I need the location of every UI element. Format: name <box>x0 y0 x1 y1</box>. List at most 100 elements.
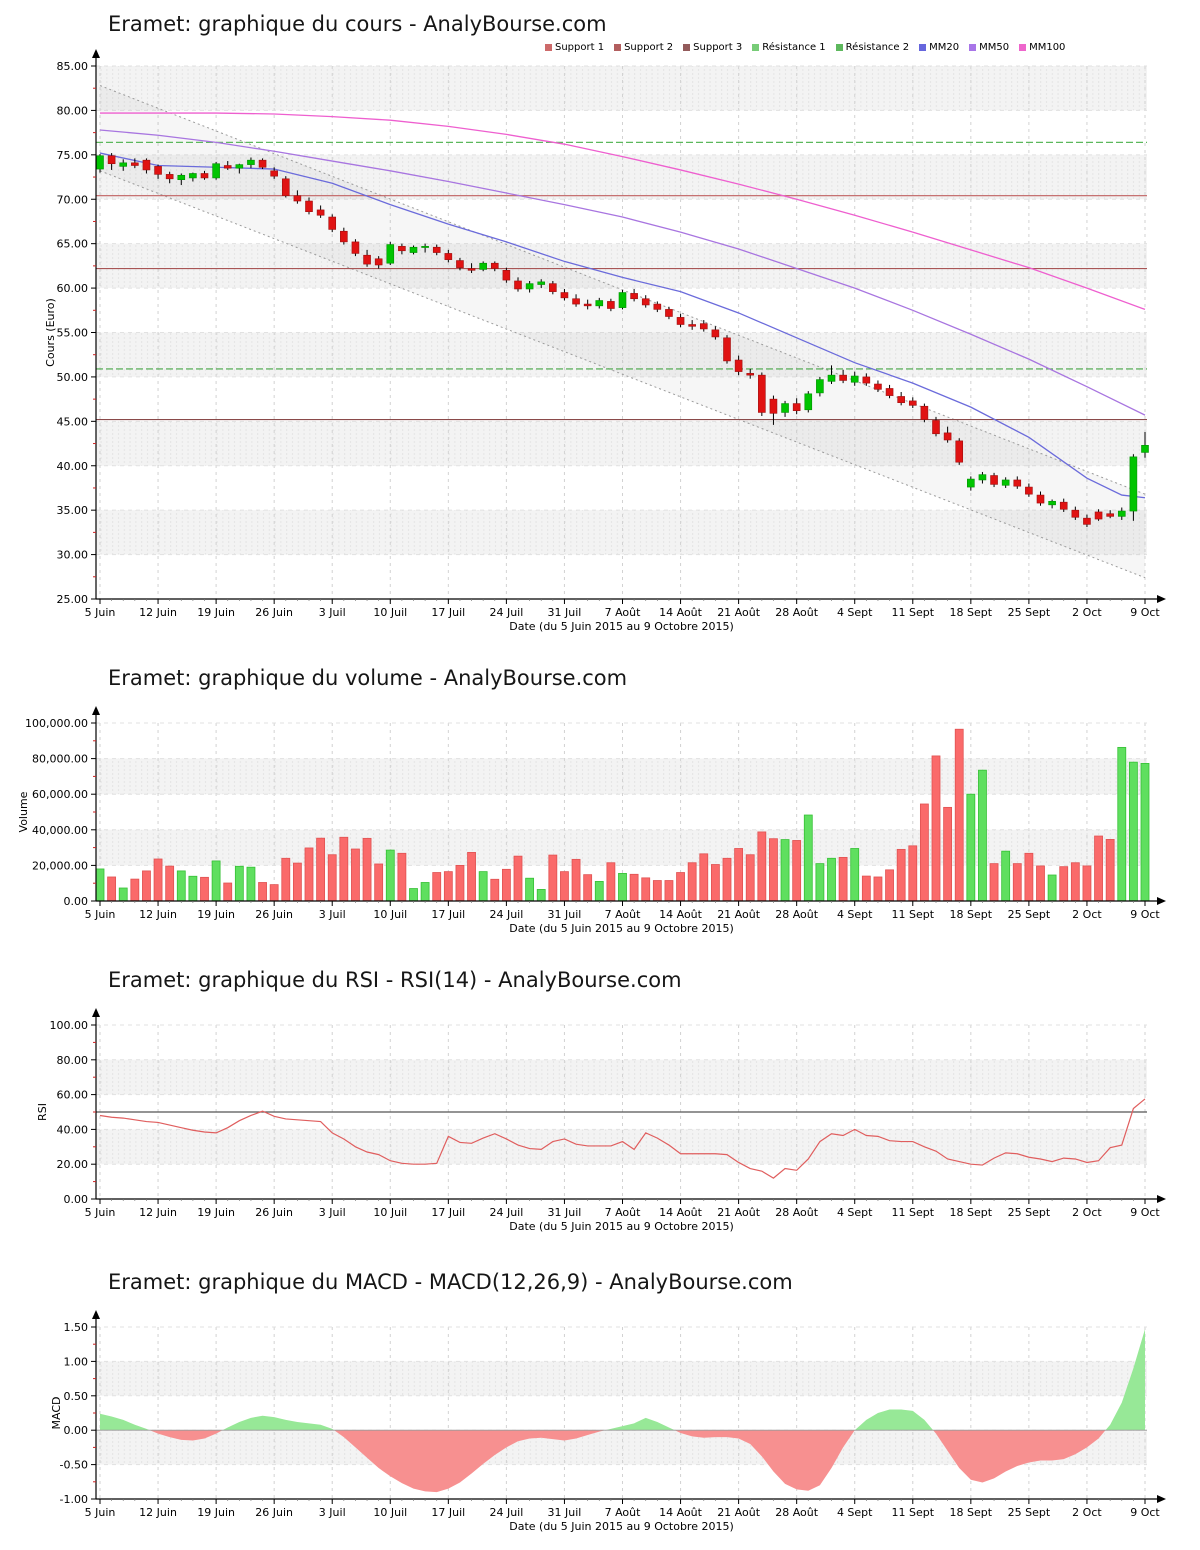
svg-text:9 Oct: 9 Oct <box>1130 908 1160 921</box>
svg-text:0.50: 0.50 <box>64 1390 89 1403</box>
y-axis-title: Volume <box>17 791 30 832</box>
svg-text:25 Sept: 25 Sept <box>1008 606 1051 619</box>
svg-text:3 Juil: 3 Juil <box>319 1206 346 1219</box>
svg-text:60.00: 60.00 <box>57 1089 89 1102</box>
svg-text:28 Août: 28 Août <box>775 908 819 921</box>
svg-text:28 Août: 28 Août <box>775 1206 819 1219</box>
legend-label: Résistance 1 <box>762 42 826 53</box>
svg-text:10 Juil: 10 Juil <box>373 1506 407 1519</box>
svg-text:45.00: 45.00 <box>57 415 89 428</box>
svg-text:17 Juil: 17 Juil <box>431 1206 465 1219</box>
svg-text:40.00: 40.00 <box>57 1123 89 1136</box>
svg-text:10 Juil: 10 Juil <box>373 1206 407 1219</box>
x-axis-title: Date (du 5 Juin 2015 au 9 Octobre 2015) <box>509 1520 734 1533</box>
svg-text:20.00: 20.00 <box>57 1158 89 1171</box>
svg-text:40.00: 40.00 <box>57 460 89 473</box>
grid-bands <box>96 1361 1147 1465</box>
volume-bars <box>95 728 1150 902</box>
svg-text:26 Juin: 26 Juin <box>255 606 293 619</box>
svg-text:80.00: 80.00 <box>57 104 89 117</box>
price-chart-legend: Support 1 Support 2 Support 3 Résistance… <box>545 41 1065 54</box>
y-axis-title: RSI <box>36 1103 49 1121</box>
rsi-line <box>99 1098 1146 1179</box>
svg-text:5 Juin: 5 Juin <box>85 1206 116 1219</box>
svg-text:60.00: 60.00 <box>57 282 89 295</box>
candles <box>96 153 1149 528</box>
svg-text:1.50: 1.50 <box>64 1321 89 1334</box>
svg-text:4 Sept: 4 Sept <box>837 606 873 619</box>
svg-text:21 Août: 21 Août <box>717 908 761 921</box>
svg-text:12 Juin: 12 Juin <box>139 606 177 619</box>
svg-text:19 Juin: 19 Juin <box>197 606 235 619</box>
legend-label: MM50 <box>979 42 1010 53</box>
svg-text:70.00: 70.00 <box>57 193 89 206</box>
legend-item-support2: Support 2 <box>614 42 673 53</box>
svg-text:9 Oct: 9 Oct <box>1130 1506 1160 1519</box>
support1-swatch-icon <box>545 44 552 51</box>
svg-text:9 Oct: 9 Oct <box>1130 606 1160 619</box>
svg-text:25 Sept: 25 Sept <box>1008 908 1051 921</box>
svg-text:26 Juin: 26 Juin <box>255 1506 293 1519</box>
legend-label: Support 2 <box>624 42 674 53</box>
svg-text:14 Août: 14 Août <box>659 1206 703 1219</box>
svg-text:1.00: 1.00 <box>64 1355 89 1368</box>
svg-text:-0.50: -0.50 <box>60 1459 88 1472</box>
svg-text:35.00: 35.00 <box>57 504 89 517</box>
svg-text:28 Août: 28 Août <box>775 606 819 619</box>
svg-text:2 Oct: 2 Oct <box>1072 908 1102 921</box>
legend-label: Support 3 <box>693 42 743 53</box>
svg-text:11 Sept: 11 Sept <box>892 1506 935 1519</box>
legend-item-mm50: MM50 <box>969 42 1009 53</box>
svg-text:31 Juil: 31 Juil <box>548 908 582 921</box>
svg-text:17 Juil: 17 Juil <box>431 606 465 619</box>
svg-text:2 Oct: 2 Oct <box>1072 606 1102 619</box>
svg-text:19 Juin: 19 Juin <box>197 1506 235 1519</box>
svg-text:11 Sept: 11 Sept <box>892 908 935 921</box>
axes: 0.00 20,000.00 40,000.00 60,000.00 80,000.00… <box>17 706 1166 935</box>
svg-text:11 Sept: 11 Sept <box>892 1206 935 1219</box>
svg-text:14 Août: 14 Août <box>659 1506 703 1519</box>
svg-text:14 Août: 14 Août <box>659 908 703 921</box>
macd-area-negative <box>100 1430 1145 1493</box>
volume-chart-title: Eramet: graphique du volume - AnalyBours… <box>108 666 628 690</box>
rsi-chart-title: Eramet: graphique du RSI - RSI(14) - Ana… <box>108 968 682 992</box>
mm20-swatch-icon <box>919 44 927 51</box>
svg-text:19 Juin: 19 Juin <box>197 908 235 921</box>
legend-item-mm100: MM100 <box>1019 42 1065 53</box>
legend-label: Support 1 <box>555 42 605 53</box>
grid-vertical <box>99 1327 1146 1499</box>
x-axis-title: Date (du 5 Juin 2015 au 9 Octobre 2015) <box>509 922 734 935</box>
svg-text:3 Juil: 3 Juil <box>319 606 346 619</box>
svg-text:17 Juil: 17 Juil <box>431 908 465 921</box>
svg-text:7 Août: 7 Août <box>605 908 642 921</box>
resistance1-swatch-icon <box>752 44 760 51</box>
svg-text:4 Sept: 4 Sept <box>837 908 873 921</box>
svg-text:24 Juil: 24 Juil <box>489 606 523 619</box>
price-chart-title: Eramet: graphique du cours - AnalyBourse… <box>108 12 607 36</box>
grid-bands <box>96 1059 1147 1165</box>
svg-text:50.00: 50.00 <box>57 371 89 384</box>
ma-line-mm50 <box>99 129 1146 416</box>
svg-text:12 Juin: 12 Juin <box>139 1206 177 1219</box>
svg-text:85.00: 85.00 <box>57 60 89 73</box>
svg-text:25 Sept: 25 Sept <box>1008 1506 1051 1519</box>
svg-text:0.00: 0.00 <box>64 895 89 908</box>
legend-item-support1: Support 1 <box>545 42 604 53</box>
svg-text:21 Août: 21 Août <box>717 1506 761 1519</box>
legend-item-mm20: MM20 <box>919 42 959 53</box>
svg-text:100,000.00: 100,000.00 <box>25 717 88 730</box>
chart-macd: -1.00 -0.50 0.00 0.50 1.00 1.50 5 Juin 12 Juin 1… <box>50 1310 1166 1533</box>
support3-swatch-icon <box>683 44 691 51</box>
chart-rsi: 0.00 20.00 40.00 60.00 80.00 100.00 5 Juin 12 J… <box>36 1008 1166 1233</box>
svg-text:30.00: 30.00 <box>57 549 89 562</box>
grid-bands <box>96 758 1147 866</box>
svg-text:20,000.00: 20,000.00 <box>32 859 88 872</box>
axes: 0.00 20.00 40.00 60.00 80.00 100.00 5 Juin 12 J… <box>36 1008 1166 1233</box>
ma-line-mm100 <box>100 112 1146 311</box>
svg-text:25 Sept: 25 Sept <box>1008 1206 1051 1219</box>
svg-text:18 Sept: 18 Sept <box>950 1206 993 1219</box>
svg-text:75.00: 75.00 <box>57 149 89 162</box>
svg-text:7 Août: 7 Août <box>605 606 642 619</box>
svg-text:19 Juin: 19 Juin <box>197 1206 235 1219</box>
